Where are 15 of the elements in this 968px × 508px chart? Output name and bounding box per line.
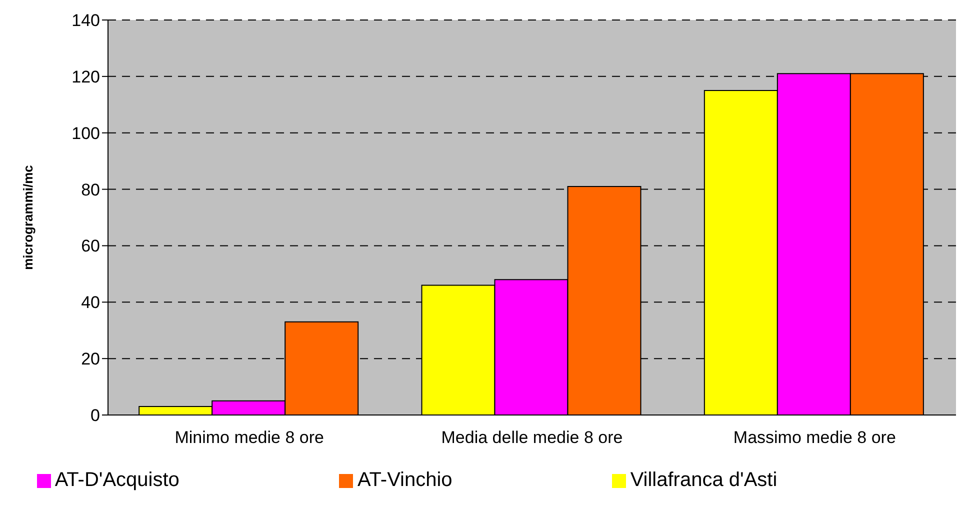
- legend-label: AT-Vinchio: [357, 469, 452, 491]
- y-axis-title: microgrammi/mc: [20, 165, 36, 270]
- y-tick-label: 140: [72, 11, 100, 30]
- y-tick-label: 40: [81, 293, 100, 312]
- x-tick-label: Massimo medie 8 ore: [733, 428, 896, 448]
- x-tick-label: Minimo medie 8 ore: [174, 428, 324, 448]
- y-tick-label: 0: [90, 406, 100, 426]
- y-tick-label: 20: [81, 350, 100, 369]
- legend-label: Villafranca d'Asti: [630, 469, 778, 491]
- x-tick-label: Media delle medie 8 ore: [441, 428, 623, 448]
- y-tick-label: 120: [72, 67, 100, 86]
- y-tick-label: 80: [81, 180, 100, 200]
- legend-label: AT-D'Acquisto: [54, 469, 180, 491]
- y-tick-label: 100: [72, 124, 100, 143]
- y-tick-label: 60: [81, 236, 100, 256]
